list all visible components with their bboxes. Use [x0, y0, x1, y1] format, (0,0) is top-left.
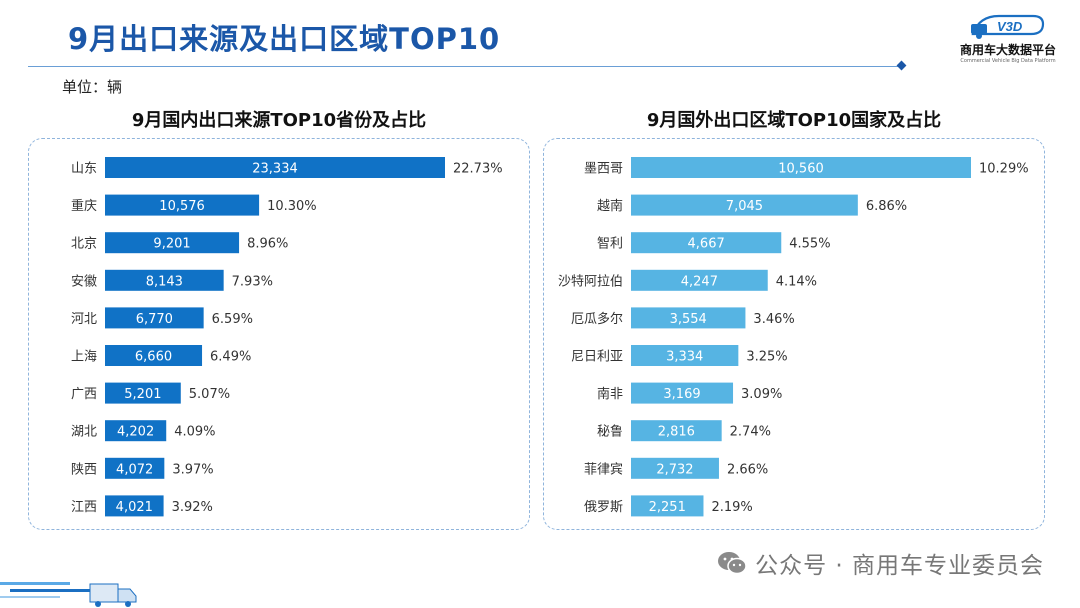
- province-bar: [105, 457, 165, 479]
- watermark: 公众号 · 商用车专业委员会: [717, 546, 1044, 580]
- overseas-destination-bar-chart: 墨西哥 10,560 10.29% 越南 7,045 6.86% 智利 4,667 4.55% 沙…: [558, 157, 1029, 517]
- province-category-label: 河北: [71, 312, 97, 327]
- province-share-label: 10.30%: [267, 199, 317, 214]
- country-value-label: 3,554: [670, 312, 707, 327]
- province-value-label: 6,660: [135, 350, 172, 365]
- country-value-label: 10,560: [778, 162, 824, 177]
- province-category-label: 山东: [71, 162, 97, 177]
- province-share-label: 4.09%: [174, 425, 215, 440]
- title-divider-marker: [896, 60, 907, 71]
- country-share-label: 3.09%: [741, 387, 782, 402]
- country-bar: [631, 382, 734, 404]
- country-value-label: 7,045: [726, 199, 763, 214]
- country-share-label: 3.46%: [753, 312, 794, 327]
- province-category-label: 上海: [71, 350, 97, 365]
- province-bar: [105, 307, 204, 329]
- province-bar: [105, 382, 181, 404]
- province-bar: [105, 157, 445, 178]
- country-value-label: 4,247: [681, 274, 718, 289]
- province-category-label: 广西: [71, 387, 97, 402]
- country-value-label: 4,667: [688, 237, 725, 252]
- country-category-label: 俄罗斯: [584, 500, 623, 515]
- province-bar: [105, 495, 164, 517]
- country-bar: [631, 307, 746, 329]
- province-bar: [105, 345, 203, 366]
- province-bar: [105, 194, 260, 216]
- province-value-label: 5,201: [124, 387, 161, 402]
- wechat-icon: [718, 552, 747, 575]
- country-value-label: 3,334: [666, 350, 703, 365]
- province-share-label: 3.97%: [172, 462, 213, 477]
- domestic-source-bar-chart: 山东 23,334 22.73% 重庆 10,576 10.30% 北京 9,201 8.96%…: [71, 157, 503, 517]
- province-category-label: 陕西: [71, 462, 97, 477]
- country-category-label: 沙特阿拉伯: [558, 274, 623, 289]
- province-value-label: 10,576: [159, 199, 205, 214]
- logo-text: 商用车大数据平台: [959, 43, 1056, 57]
- province-value-label: 4,202: [117, 425, 154, 440]
- country-share-label: 3.25%: [746, 350, 787, 365]
- country-value-label: 3,169: [663, 387, 700, 402]
- decorative-truck-stripes: [0, 582, 137, 607]
- province-value-label: 4,021: [116, 500, 153, 515]
- country-share-label: 4.55%: [789, 237, 830, 252]
- country-value-label: 2,816: [658, 425, 695, 440]
- province-bar: [105, 420, 167, 442]
- province-share-label: 5.07%: [189, 387, 230, 402]
- country-category-label: 墨西哥: [584, 162, 623, 177]
- country-share-label: 4.14%: [776, 274, 817, 289]
- platform-logo: V3D 商用车大数据平台 Commercial Vehicle Big Data…: [958, 10, 1058, 70]
- country-share-label: 6.86%: [866, 199, 907, 214]
- country-share-label: 10.29%: [979, 162, 1029, 177]
- country-bar: [631, 420, 722, 442]
- province-share-label: 3.92%: [172, 500, 213, 515]
- province-share-label: 22.73%: [453, 162, 503, 177]
- province-share-label: 6.59%: [212, 312, 253, 327]
- province-category-label: 北京: [71, 237, 97, 252]
- country-bar: [631, 269, 768, 291]
- country-bar: [631, 232, 782, 254]
- country-category-label: 南非: [597, 386, 623, 402]
- province-value-label: 8,143: [146, 274, 183, 289]
- province-share-label: 8.96%: [247, 237, 288, 252]
- logo-badge: V3D: [997, 19, 1023, 34]
- country-category-label: 厄瓜多尔: [571, 311, 623, 327]
- truck-logo-icon: V3D: [971, 14, 1045, 39]
- unit-label: 单位：辆: [62, 78, 123, 96]
- province-share-label: 7.93%: [232, 274, 273, 289]
- country-share-label: 2.74%: [730, 425, 771, 440]
- province-value-label: 4,072: [116, 462, 153, 477]
- country-value-label: 2,251: [649, 500, 686, 515]
- logo-subtext: Commercial Vehicle Big Data Platform: [960, 58, 1056, 64]
- province-bar: [105, 232, 240, 254]
- province-share-label: 6.49%: [210, 350, 251, 365]
- left-chart-panel: [28, 138, 530, 530]
- watermark-text: 公众号 · 商用车专业委员会: [755, 553, 1044, 579]
- province-value-label: 6,770: [136, 312, 173, 327]
- country-share-label: 2.66%: [727, 462, 768, 477]
- right-chart-panel: [543, 138, 1045, 530]
- country-bar: [631, 457, 719, 479]
- province-category-label: 江西: [71, 500, 97, 515]
- country-bar: [631, 345, 739, 366]
- province-category-label: 安徽: [71, 274, 97, 289]
- country-share-label: 2.19%: [711, 500, 752, 515]
- province-value-label: 9,201: [153, 237, 190, 252]
- country-category-label: 越南: [597, 198, 623, 214]
- right-chart-title: 9月国外出口区域TOP10国家及占比: [646, 110, 942, 131]
- title-divider: [28, 66, 900, 67]
- country-category-label: 秘鲁: [597, 425, 623, 440]
- province-value-label: 23,334: [252, 162, 298, 177]
- country-category-label: 智利: [597, 237, 623, 252]
- country-category-label: 菲律宾: [584, 461, 623, 477]
- country-value-label: 2,732: [656, 462, 693, 477]
- province-category-label: 湖北: [71, 425, 97, 440]
- country-bar: [631, 194, 858, 216]
- page-title: 9月出口来源及出口区域TOP10: [68, 22, 501, 56]
- country-category-label: 尼日利亚: [571, 350, 623, 365]
- province-bar: [105, 269, 224, 291]
- left-chart-title: 9月国内出口来源TOP10省份及占比: [131, 110, 427, 131]
- country-bar: [631, 495, 704, 517]
- country-bar: [631, 157, 971, 178]
- province-category-label: 重庆: [71, 198, 97, 214]
